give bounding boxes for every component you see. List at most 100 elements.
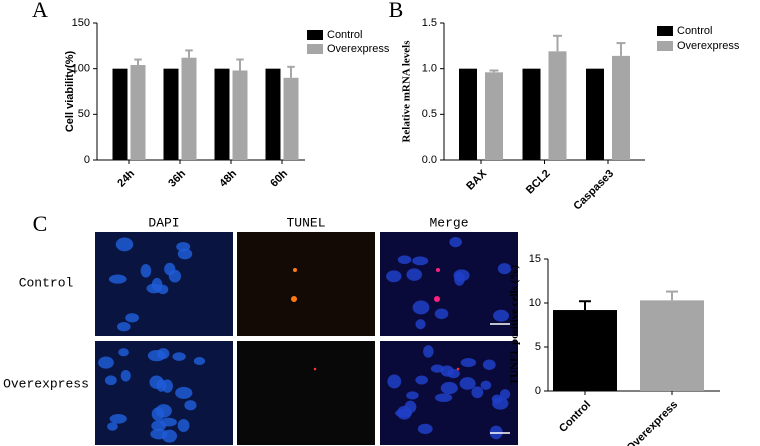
x-tick-label: BCL2 [524,168,553,197]
nucleus [447,368,460,379]
nucleus [482,359,496,370]
nucleus [118,348,129,357]
y-tick-label: 50 [78,108,90,120]
tunel-spot [293,268,297,272]
nucleus [177,419,190,433]
nucleus [161,379,173,393]
legend-swatch [657,41,673,51]
y-tick-label: 0 [535,385,541,397]
bar [214,68,230,160]
nucleus [140,264,152,278]
micrograph [237,232,375,336]
nucleus [415,375,428,385]
y-tick-label: 15 [529,253,541,265]
bar [232,70,248,160]
nucleus [493,309,510,322]
panel-label: B [389,0,404,22]
nucleus [459,377,476,390]
nucleus [104,375,117,386]
y-tick-label: 10 [529,297,541,309]
y-tick-label: 1.5 [422,17,437,29]
bar [640,300,704,391]
row-label: Control [19,275,74,290]
nucleus [125,313,139,323]
nucleus [460,358,477,368]
nucleus [454,271,465,286]
micrograph [95,232,233,336]
x-tick-label: Caspase3 [571,168,616,213]
bar [112,68,128,160]
nucleus [412,256,429,266]
column-label: TUNEL [286,215,325,230]
bar [163,68,179,160]
nucleus [406,391,419,400]
legend-swatch [657,26,673,36]
x-tick-label: Overexpress [625,399,681,446]
nucleus [499,389,511,400]
nucleus [193,357,206,366]
nucleus [480,380,492,390]
nucleus [108,274,127,284]
nucleus [387,374,402,389]
nucleus [172,352,186,361]
y-axis-label: Cell viability(%) [64,51,76,133]
tunel-spot [434,296,440,302]
nucleus [109,414,127,424]
y-axis-label: TUNEL positive cells (%) [509,265,521,385]
panel-label: C [33,211,48,236]
row-label: Overexpress [3,376,89,391]
tunel-spot [436,268,440,272]
nucleus [423,345,434,358]
legend-swatch [307,30,323,40]
x-tick-label: 60h [268,168,290,190]
tunel-spot [291,296,297,302]
tunel-spot [456,367,460,371]
column-label: Merge [429,215,468,230]
nucleus [440,381,458,395]
nucleus [107,422,118,431]
x-tick-label: 36h [166,168,188,190]
nucleus [434,308,449,320]
bar [181,57,197,160]
bar [612,55,630,160]
x-tick-label: 24h [115,168,137,190]
nucleus [417,423,433,435]
nucleus [449,237,462,248]
y-tick-label: 150 [72,17,90,29]
nucleus [147,349,166,362]
bar [548,51,567,160]
bar [130,65,146,160]
legend-label: Control [677,25,712,37]
nucleus [155,404,172,418]
x-tick-label: 48h [217,168,239,190]
y-axis-label: Relative mRNA levels [401,40,413,143]
bar [553,310,617,391]
column-label: DAPI [148,215,179,230]
nucleus [396,405,412,420]
bar [522,68,541,160]
y-tick-label: 0.0 [422,154,437,166]
legend-label: Overexpress [327,43,390,55]
nucleus [177,248,193,260]
y-tick-label: 1.0 [422,63,437,75]
y-tick-label: 5 [535,341,541,353]
micrographs [95,232,518,445]
x-tick-label: Control [557,399,593,435]
nucleus [115,237,134,252]
nucleus [184,400,197,411]
nucleus [98,356,114,369]
legend-label: Overexpress [677,40,740,52]
nucleus [497,263,512,275]
x-tick-label: BAX [464,167,489,192]
y-tick-label: 100 [72,63,90,75]
nucleus [471,386,484,399]
nucleus [397,255,412,264]
nucleus [430,364,444,373]
legend-label: Control [327,29,362,41]
y-tick-label: 0.5 [422,108,437,120]
nucleus [386,270,402,283]
panel-label: A [32,0,48,22]
nucleus [406,268,422,281]
nucleus [164,262,176,276]
